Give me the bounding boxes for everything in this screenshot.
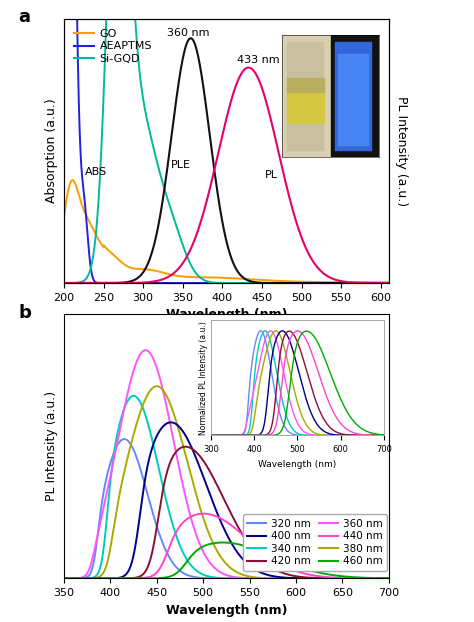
Bar bbox=[287, 93, 324, 123]
X-axis label: Wavelength (nm): Wavelength (nm) bbox=[165, 604, 287, 617]
Y-axis label: Normalized PL Intensity (a.u.): Normalized PL Intensity (a.u.) bbox=[199, 321, 208, 435]
Bar bbox=[336, 42, 373, 151]
Text: a: a bbox=[18, 8, 30, 26]
Bar bbox=[287, 78, 324, 93]
Text: 433 nm: 433 nm bbox=[237, 55, 279, 65]
Text: PLE: PLE bbox=[171, 160, 191, 170]
Legend: GO, AEAPTMS, Si-GQD: GO, AEAPTMS, Si-GQD bbox=[70, 24, 156, 68]
Y-axis label: PL Intensity (a.u.): PL Intensity (a.u.) bbox=[395, 96, 408, 206]
Bar bbox=[331, 35, 379, 157]
Text: ABS: ABS bbox=[84, 167, 107, 177]
X-axis label: Wavelength (nm): Wavelength (nm) bbox=[165, 309, 287, 322]
Text: b: b bbox=[18, 304, 31, 322]
Text: 360 nm: 360 nm bbox=[167, 28, 210, 38]
X-axis label: Wavelength (nm): Wavelength (nm) bbox=[258, 460, 337, 469]
Bar bbox=[338, 53, 367, 145]
Text: PL: PL bbox=[265, 170, 278, 180]
Y-axis label: Absorption (a.u.): Absorption (a.u.) bbox=[46, 98, 58, 203]
Bar bbox=[287, 42, 324, 151]
Y-axis label: PL Intensity (a.u.): PL Intensity (a.u.) bbox=[46, 391, 58, 501]
Legend: 320 nm, 400 nm, 340 nm, 420 nm, 360 nm, 440 nm, 380 nm, 460 nm: 320 nm, 400 nm, 340 nm, 420 nm, 360 nm, … bbox=[243, 514, 387, 570]
